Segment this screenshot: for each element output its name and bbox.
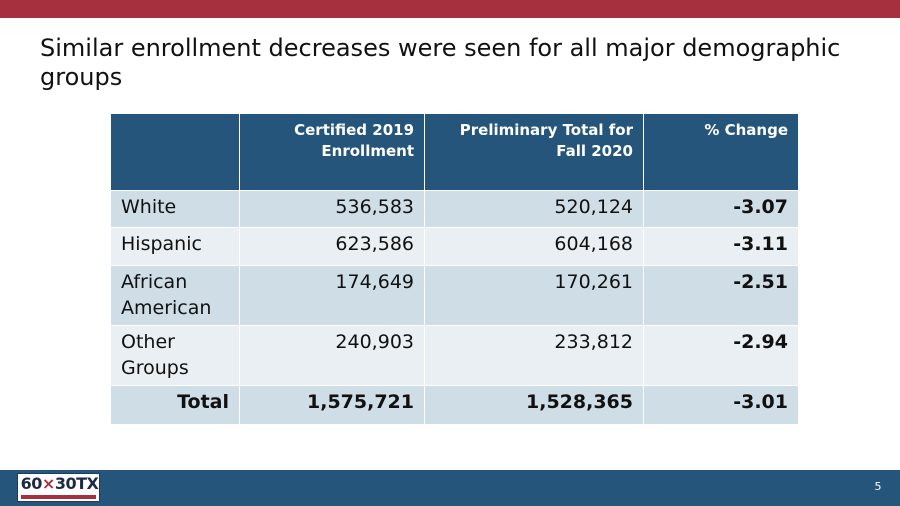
table-row: Other Groups 240,903 233,812 -2.94 xyxy=(111,325,798,386)
logo-text-prefix: 60 xyxy=(20,474,43,493)
table-total-row: Total 1,575,721 1,528,365 -3.01 xyxy=(111,385,798,424)
footer-bar xyxy=(0,470,900,506)
page-number: 5 xyxy=(874,480,882,493)
slide-title: Similar enrollment decreases were seen f… xyxy=(40,34,841,91)
row-value-2019: 174,649 xyxy=(239,265,425,326)
row-value-2020: 233,812 xyxy=(424,325,644,386)
logo: 60×30TX xyxy=(17,473,100,502)
table-row: Hispanic 623,586 604,168 -3.11 xyxy=(111,227,798,266)
total-value-2019: 1,575,721 xyxy=(239,385,425,424)
row-group-label: Hispanic xyxy=(111,227,240,266)
top-accent-bar xyxy=(0,0,900,18)
header-preliminary-2020: Preliminary Total for Fall 2020 xyxy=(424,114,644,191)
row-group-label: African American xyxy=(111,265,240,326)
total-label: Total xyxy=(111,385,240,424)
table-row: African American 174,649 170,261 -2.51 xyxy=(111,265,798,326)
row-group-label: White xyxy=(111,190,240,228)
row-value-2020: 604,168 xyxy=(424,227,644,266)
total-percent-change: -3.01 xyxy=(643,385,798,424)
row-value-2019: 536,583 xyxy=(239,190,425,228)
row-value-2019: 240,903 xyxy=(239,325,425,386)
enrollment-table: Certified 2019 Enrollment Preliminary To… xyxy=(111,114,798,424)
row-percent-change: -2.94 xyxy=(643,325,798,386)
header-percent-change: % Change xyxy=(643,114,798,191)
row-value-2019: 623,586 xyxy=(239,227,425,266)
row-group-label: Other Groups xyxy=(111,325,240,386)
header-group xyxy=(111,114,240,191)
total-value-2020: 1,528,365 xyxy=(424,385,644,424)
logo-text-x: × xyxy=(41,474,55,493)
row-percent-change: -3.11 xyxy=(643,227,798,266)
table-header-row: Certified 2019 Enrollment Preliminary To… xyxy=(111,114,798,191)
table-row: White 536,583 520,124 -3.07 xyxy=(111,190,798,228)
row-percent-change: -2.51 xyxy=(643,265,798,326)
logo-text: 60×30TX xyxy=(18,475,101,493)
row-value-2020: 520,124 xyxy=(424,190,644,228)
logo-stripe xyxy=(21,495,96,499)
header-certified-2019: Certified 2019 Enrollment xyxy=(239,114,425,191)
row-value-2020: 170,261 xyxy=(424,265,644,326)
row-percent-change: -3.07 xyxy=(643,190,798,228)
logo-text-suffix: 30TX xyxy=(54,474,99,493)
